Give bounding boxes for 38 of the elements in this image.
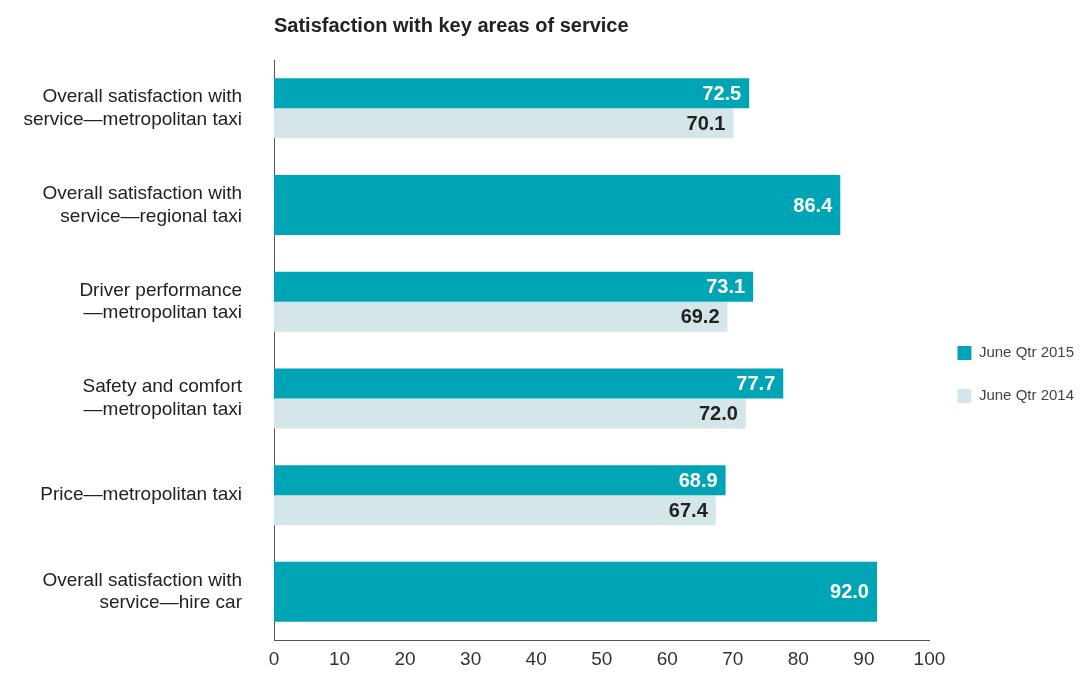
x-tick-label: 60 <box>656 647 678 669</box>
y-tick-label: Price—metropolitan taxi <box>40 483 242 505</box>
y-tick-label: Driver performance—metropolitan taxi <box>79 278 242 323</box>
legend-label: June Qtr 2015 <box>978 343 1074 361</box>
x-tick-label: 80 <box>787 647 809 669</box>
x-tick-label: 30 <box>460 647 482 669</box>
y-tick-label: Overall satisfaction with service—hire car <box>42 568 243 613</box>
data-label: 68.9 <box>678 468 718 491</box>
legend-label: June Qtr 2014 <box>978 386 1074 404</box>
x-tick-label: 100 <box>913 647 946 669</box>
x-tick-label: 50 <box>591 647 613 669</box>
data-label: 72.0 <box>698 401 738 424</box>
data-label: 92.0 <box>830 580 869 603</box>
data-label: 77.7 <box>736 371 776 394</box>
chart-title: Satisfaction with key areas of service <box>274 14 629 36</box>
x-tick-label: 10 <box>328 647 351 669</box>
bar <box>274 465 726 496</box>
data-label: 73.1 <box>706 275 746 298</box>
data-label: 67.4 <box>668 498 709 521</box>
bar <box>274 495 716 526</box>
bar <box>274 301 728 332</box>
data-label: 69.2 <box>680 305 720 328</box>
bar <box>274 271 754 302</box>
y-tick-label: Overall satisfaction with service—regional taxi <box>42 181 242 226</box>
x-tick-label: 90 <box>853 647 875 669</box>
x-tick-label: 40 <box>525 647 547 669</box>
data-label: 86.4 <box>793 193 834 216</box>
bar <box>274 398 746 429</box>
data-label: 72.5 <box>702 81 742 104</box>
x-tick-label: 20 <box>394 647 416 669</box>
y-tick-label: Overall satisfaction with service—metropolitan taxi <box>23 85 242 129</box>
bar <box>274 108 734 139</box>
data-label: 70.1 <box>686 111 726 134</box>
y-tick-label: Safety and comfort—metropolitan taxi <box>82 375 243 420</box>
x-tick-label: 70 <box>722 647 744 669</box>
bar <box>274 78 750 109</box>
bar <box>274 368 784 399</box>
x-tick-label: 0 <box>268 647 280 669</box>
